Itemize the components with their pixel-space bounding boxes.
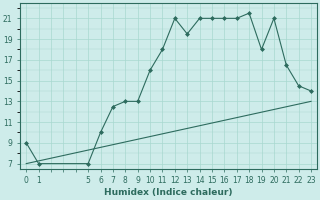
X-axis label: Humidex (Indice chaleur): Humidex (Indice chaleur) (104, 188, 233, 197)
